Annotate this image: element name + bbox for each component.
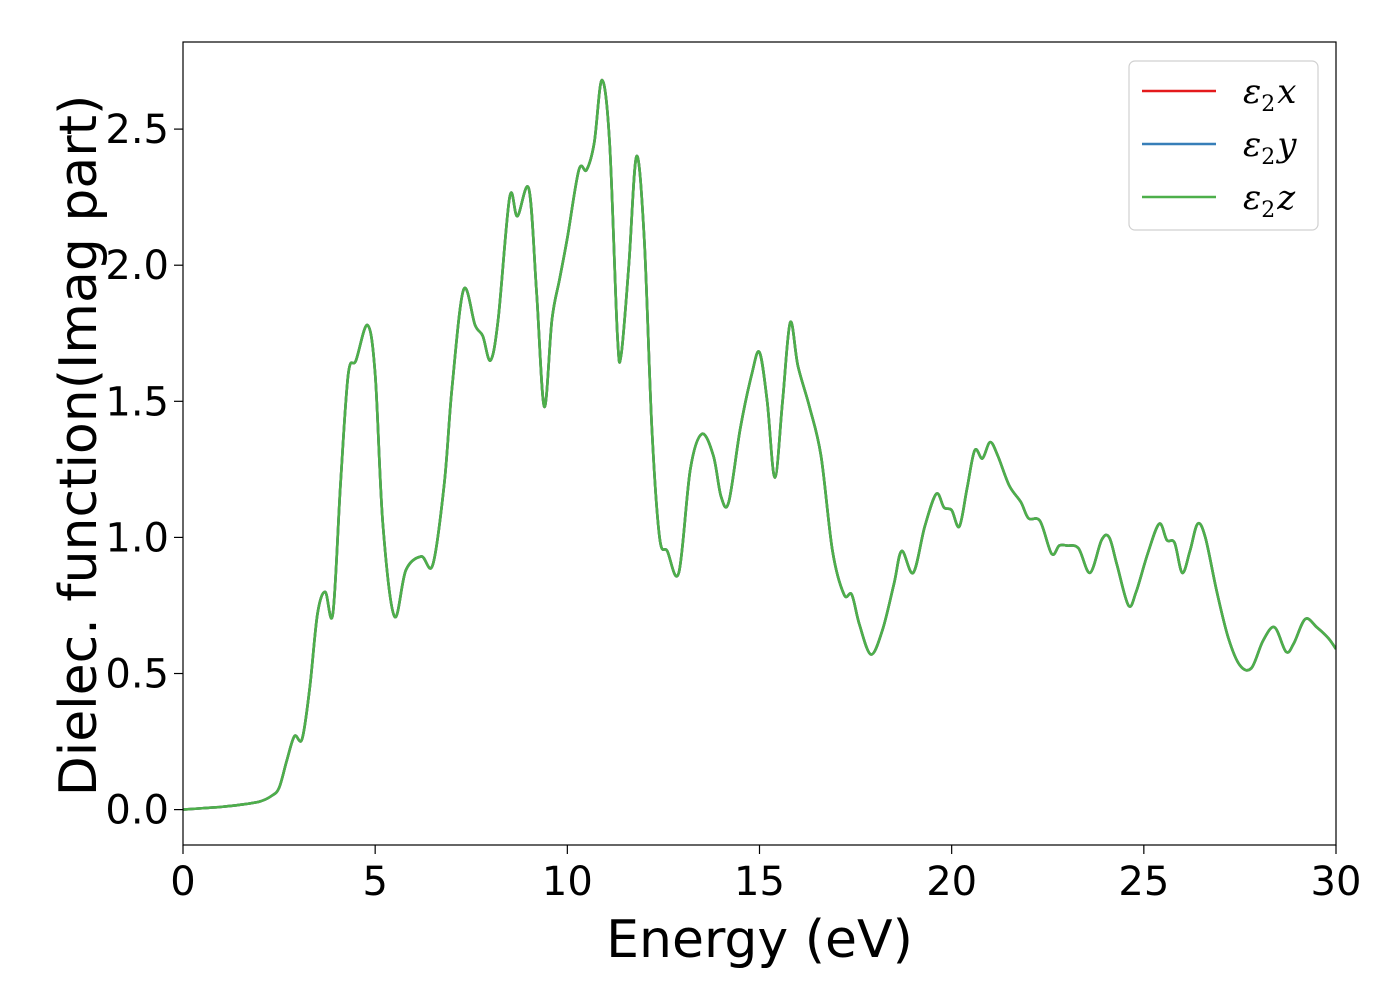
- y-tick-label: 1.0: [105, 515, 169, 561]
- x-tick-label: 15: [734, 859, 785, 905]
- x-tick-label: 25: [1118, 859, 1169, 905]
- y-axis-ticks: 0.0 0.5 1.0 1.5 2.0 2.5: [105, 107, 183, 834]
- x-axis-ticks: 0 5 10 15 20 25 30: [170, 845, 1361, 905]
- x-tick-label: 30: [1311, 859, 1362, 905]
- x-axis-label: Energy (eV): [606, 910, 913, 970]
- y-tick-label: 2.0: [105, 243, 169, 289]
- y-tick-label: 2.5: [105, 107, 169, 153]
- y-axis-label: Dielec. function(Imag part): [49, 95, 109, 797]
- x-tick-label: 5: [362, 859, 387, 905]
- series-layer: [183, 78, 1336, 811]
- legend-label: ε2x: [1243, 72, 1296, 117]
- series-line-z: [183, 78, 1336, 811]
- y-tick-label: 0.0: [105, 788, 169, 834]
- legend-label: ε2y: [1243, 125, 1297, 170]
- legend-box: [1128, 60, 1319, 231]
- y-tick-label: 1.5: [105, 379, 169, 425]
- y-tick-label: 0.5: [105, 652, 169, 698]
- legend-label: ε2z: [1243, 178, 1296, 223]
- legend-item-x: ε2x: [1142, 72, 1296, 117]
- legend-item-z: ε2z: [1142, 178, 1296, 223]
- x-tick-label: 10: [542, 859, 593, 905]
- legend-item-y: ε2y: [1142, 125, 1297, 170]
- x-tick-label: 0: [170, 859, 195, 905]
- x-tick-label: 20: [926, 859, 977, 905]
- legend: ε2x ε2y ε2z: [1128, 60, 1319, 231]
